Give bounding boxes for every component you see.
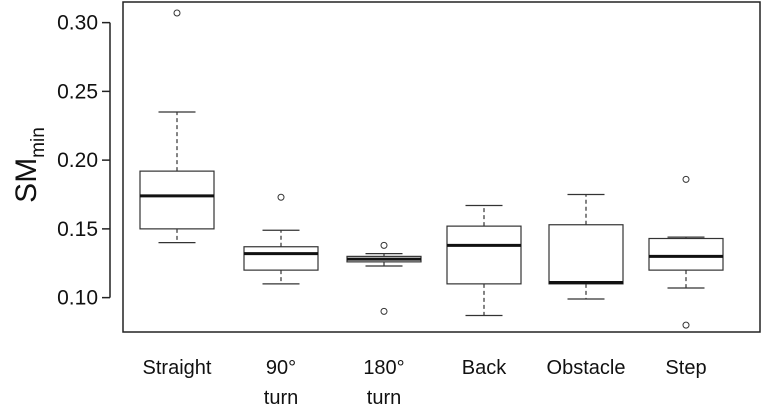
box-3 <box>346 241 422 315</box>
outlier-point <box>277 193 285 201</box>
x-axis-labels: Straight 90° turn 180° turn Back Obstacle Step <box>143 357 707 407</box>
y-tick-label: 0.30 <box>57 12 98 35</box>
y-tick-label: 0.25 <box>57 80 98 103</box>
outlier-point <box>380 241 388 249</box>
x-category-label: Obstacle <box>547 357 626 379</box>
outlier-point <box>173 9 181 17</box>
y-tick-label: 0.10 <box>57 287 98 310</box>
box-iqr <box>548 224 624 285</box>
box-iqr <box>446 225 522 285</box>
x-category-label: turn <box>367 387 401 407</box>
x-category-label: Back <box>462 357 507 379</box>
x-category-label: turn <box>264 387 298 407</box>
box-2 <box>243 193 319 285</box>
y-tick-label: 0.15 <box>57 218 98 241</box>
x-category-label: Step <box>665 357 706 379</box>
y-axis-label: SMmin <box>10 127 49 203</box>
box-iqr <box>243 246 319 271</box>
y-tick-label: 0.20 <box>57 149 98 172</box>
plot-frame <box>122 1 761 333</box>
outlier-point <box>380 307 388 315</box>
box-iqr <box>648 237 724 271</box>
x-category-label: 180° <box>363 357 404 379</box>
box-5 <box>548 193 624 300</box>
x-category-label: Straight <box>143 357 212 379</box>
outlier-point <box>682 175 690 183</box>
box-4 <box>446 204 522 317</box>
x-category-label: 90° <box>266 357 296 379</box>
y-axis: 0.10 0.15 0.20 0.25 0.30 <box>57 12 111 310</box>
box-6 <box>648 175 724 329</box>
outlier-point <box>682 321 690 329</box>
boxes-group <box>139 9 724 329</box>
box-iqr <box>139 170 215 230</box>
box-1 <box>139 9 215 244</box>
